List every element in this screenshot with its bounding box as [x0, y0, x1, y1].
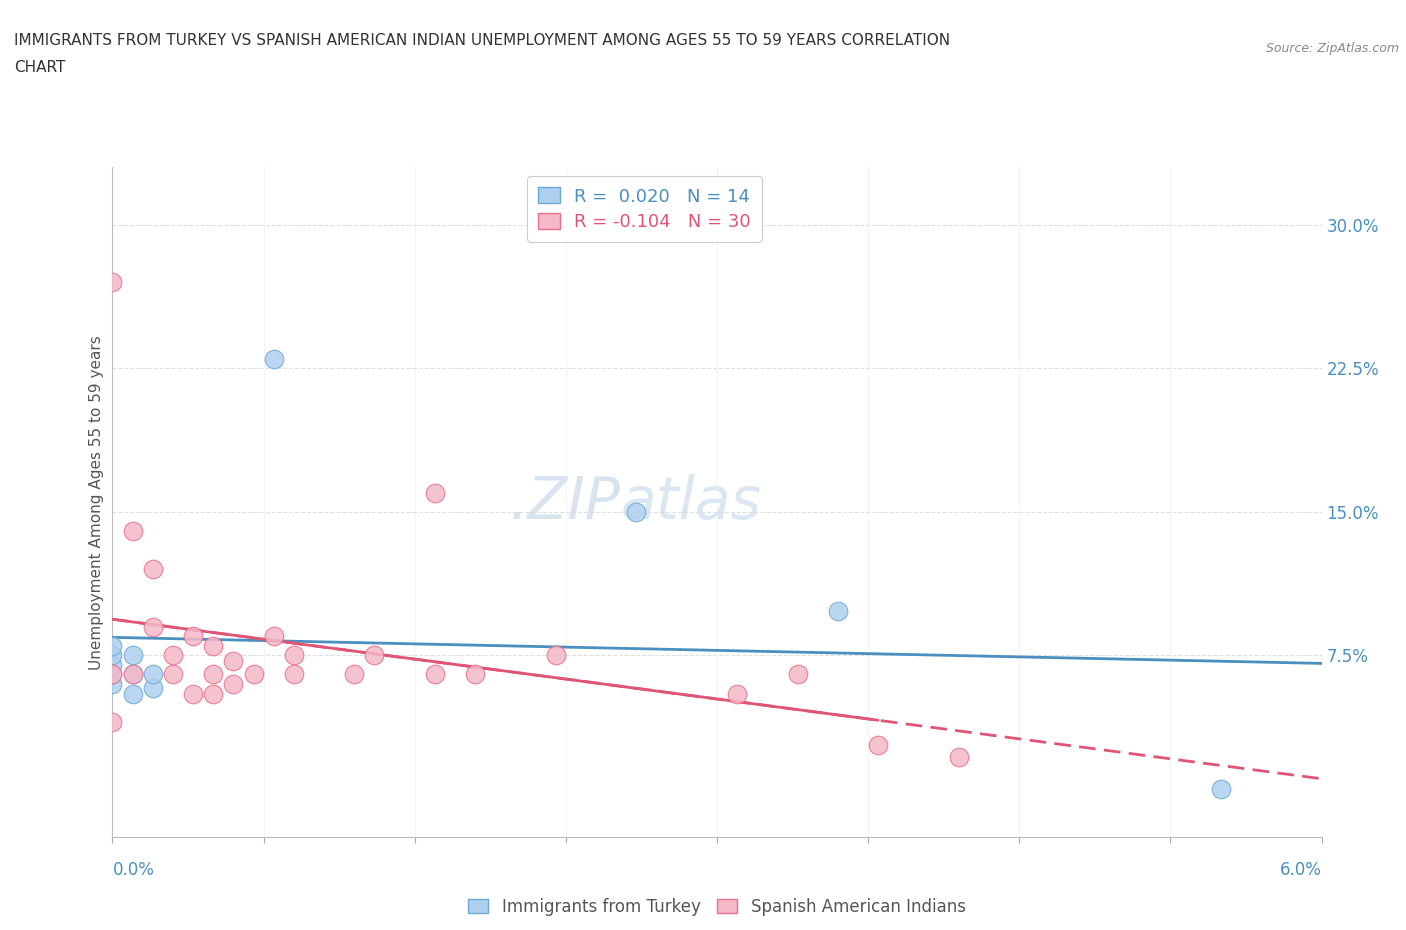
Point [948, 750, 970, 764]
Point [121, 667, 143, 682]
Text: Source: ZipAtlas.com: Source: ZipAtlas.com [1265, 42, 1399, 55]
Point [142, 681, 165, 696]
Point [827, 604, 849, 618]
Point [142, 619, 165, 634]
Point [263, 352, 285, 366]
Point [423, 667, 446, 682]
Point [101, 715, 124, 730]
Point [725, 686, 748, 701]
Point [363, 648, 385, 663]
Text: 6.0%: 6.0% [1279, 860, 1322, 879]
Point [283, 667, 305, 682]
Point [101, 648, 124, 663]
Point [263, 629, 285, 644]
Point [162, 667, 184, 682]
Point [222, 654, 245, 669]
Text: 0.0%: 0.0% [112, 860, 155, 879]
Point [868, 737, 890, 752]
Point [142, 562, 165, 577]
Point [101, 667, 124, 682]
Y-axis label: Unemployment Among Ages 55 to 59 years: Unemployment Among Ages 55 to 59 years [89, 335, 104, 670]
Point [121, 667, 143, 682]
Point [343, 667, 366, 682]
Point [222, 676, 245, 691]
Point [544, 648, 567, 663]
Point [202, 638, 225, 653]
Point [121, 648, 143, 663]
Point [202, 667, 225, 682]
Point [101, 676, 124, 691]
Point [181, 686, 204, 701]
Text: atlas: atlas [620, 473, 761, 531]
Point [121, 524, 143, 538]
Point [423, 485, 446, 500]
Point [1209, 782, 1232, 797]
Text: CHART: CHART [14, 60, 66, 75]
Point [464, 667, 486, 682]
Point [242, 667, 264, 682]
Point [101, 274, 124, 289]
Point [101, 667, 124, 682]
Text: .ZIP: .ZIP [509, 473, 620, 531]
Text: IMMIGRANTS FROM TURKEY VS SPANISH AMERICAN INDIAN UNEMPLOYMENT AMONG AGES 55 TO : IMMIGRANTS FROM TURKEY VS SPANISH AMERIC… [14, 33, 950, 47]
Point [101, 658, 124, 672]
Point [162, 648, 184, 663]
Point [181, 629, 204, 644]
Point [142, 667, 165, 682]
Point [121, 686, 143, 701]
Point [283, 648, 305, 663]
Point [202, 686, 225, 701]
Point [786, 667, 808, 682]
Point [626, 504, 648, 519]
Point [101, 638, 124, 653]
Legend: Immigrants from Turkey, Spanish American Indians: Immigrants from Turkey, Spanish American… [461, 891, 973, 923]
